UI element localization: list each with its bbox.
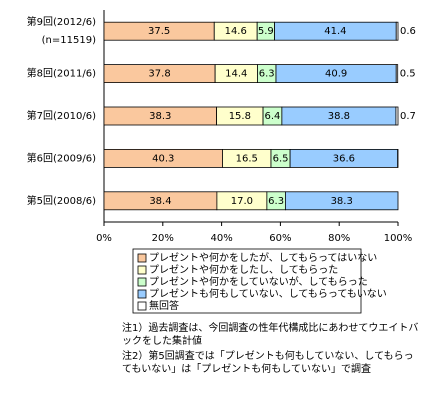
bar-segment [395, 21, 399, 41]
data-label: 6.3 [268, 196, 284, 207]
data-label: 6.3 [259, 69, 275, 80]
legend-swatch [137, 301, 147, 311]
legend-box [132, 248, 362, 314]
data-label: 14.4 [225, 69, 247, 80]
legend-label: プレゼントや何かをしていないが、してもらった [149, 275, 368, 288]
legend-swatch [137, 253, 147, 263]
data-label: 38.4 [149, 196, 171, 207]
data-label: 15.8 [229, 111, 251, 122]
data-label: 37.5 [148, 26, 170, 37]
data-label: 6.4 [265, 111, 281, 122]
data-label: 37.8 [148, 69, 170, 80]
data-label: 5.9 [258, 26, 274, 37]
legend-label: プレゼントや何かをしたが、してもらってはいない [149, 251, 377, 264]
data-label: 17.0 [231, 196, 253, 207]
legend-label: プレゼントも何もしていない、してもらってもいない [149, 287, 387, 300]
legend-swatch [137, 277, 147, 287]
y-tick-label: 第8回(2011/6) [27, 67, 96, 80]
x-tick-label: 40% [210, 233, 232, 244]
bar-segment [395, 106, 399, 126]
y-tick-label: 第7回(2010/6) [27, 109, 96, 122]
legend-swatch [137, 265, 147, 275]
legend-swatch [137, 289, 147, 299]
data-label: 41.4 [324, 26, 346, 37]
data-label: 16.5 [236, 153, 258, 164]
data-label: 0.6 [400, 26, 416, 37]
y-tick-note: (n=11519) [42, 35, 96, 46]
chart: 0% 20% 40% 60% 80% 100% 第9回(2012/6) (n=11519) 37… [27, 10, 416, 314]
data-label: 6.5 [273, 153, 289, 164]
x-tick-label: 100% [384, 233, 413, 244]
data-label: 0.7 [400, 111, 416, 122]
data-label: 36.6 [333, 153, 355, 164]
note: 注1）過去調査は、今回調査の性年代構成比にあわせてウエイトバックをした集計値 [122, 323, 419, 347]
x-tick-label: 0% [96, 233, 112, 244]
data-label: 14.6 [225, 26, 247, 37]
data-label: 38.3 [149, 111, 171, 122]
legend-label: プレゼントや何かをしたし、してもらった [149, 263, 338, 276]
y-tick-label: 第6回(2009/6) [27, 151, 96, 164]
x-tick-label: 80% [328, 233, 350, 244]
y-tick-label: 第5回(2008/6) [27, 194, 96, 207]
bar-segment [395, 64, 399, 83]
x-tick-label: 20% [152, 233, 174, 244]
data-label: 0.5 [400, 69, 416, 80]
y-tick-label: 第9回(2012/6) [27, 15, 96, 28]
data-label: 40.3 [152, 153, 174, 164]
data-label: 38.3 [331, 196, 353, 207]
note: 注2）第5回調査では「プレゼントも何もしていない、してもらってもいない」は「プレ… [122, 351, 414, 375]
bar-segment [284, 191, 399, 211]
legend-label: 無回答 [149, 299, 179, 312]
data-label: 38.8 [328, 111, 350, 122]
x-tick-label: 60% [269, 233, 291, 244]
data-label: 40.9 [325, 69, 347, 80]
